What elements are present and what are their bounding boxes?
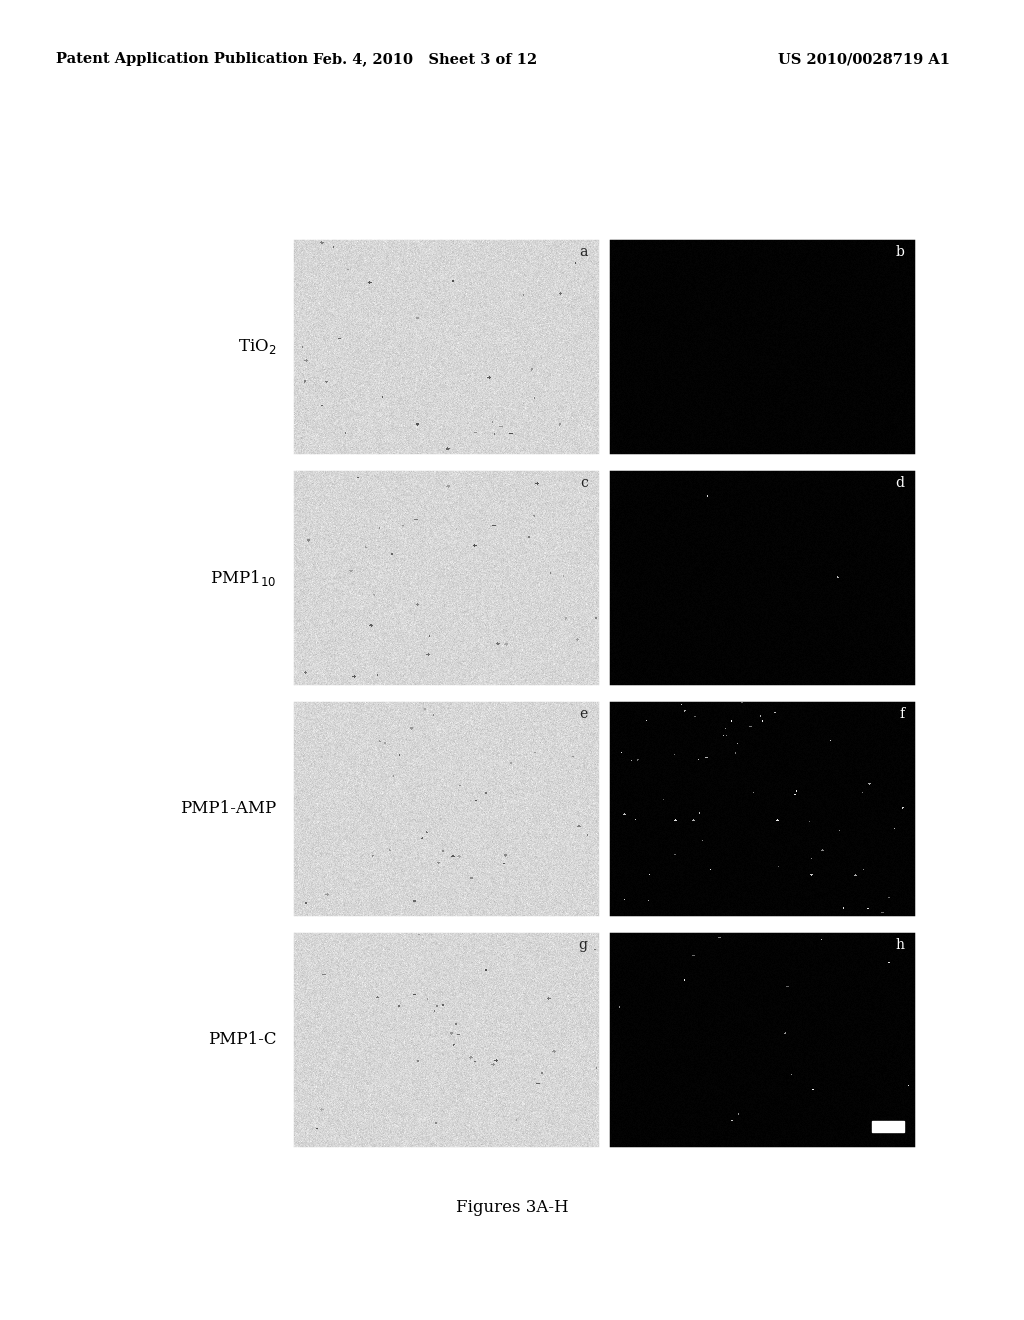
Text: US 2010/0028719 A1: US 2010/0028719 A1 <box>778 53 950 66</box>
Text: c: c <box>580 477 588 490</box>
Text: h: h <box>895 939 904 952</box>
Text: d: d <box>895 477 904 490</box>
Bar <box>871 1121 904 1133</box>
Text: a: a <box>580 246 588 259</box>
Text: PMP1-C: PMP1-C <box>208 1031 276 1048</box>
Text: TiO$_2$: TiO$_2$ <box>238 337 276 356</box>
Text: PMP1-AMP: PMP1-AMP <box>180 800 276 817</box>
Text: g: g <box>579 939 588 952</box>
Text: b: b <box>895 246 904 259</box>
Text: Patent Application Publication: Patent Application Publication <box>56 53 308 66</box>
Text: Figures 3A-H: Figures 3A-H <box>456 1199 568 1216</box>
Text: e: e <box>580 708 588 721</box>
Text: f: f <box>899 708 904 721</box>
Text: PMP1$_{10}$: PMP1$_{10}$ <box>210 568 276 587</box>
Text: Feb. 4, 2010   Sheet 3 of 12: Feb. 4, 2010 Sheet 3 of 12 <box>313 53 537 66</box>
